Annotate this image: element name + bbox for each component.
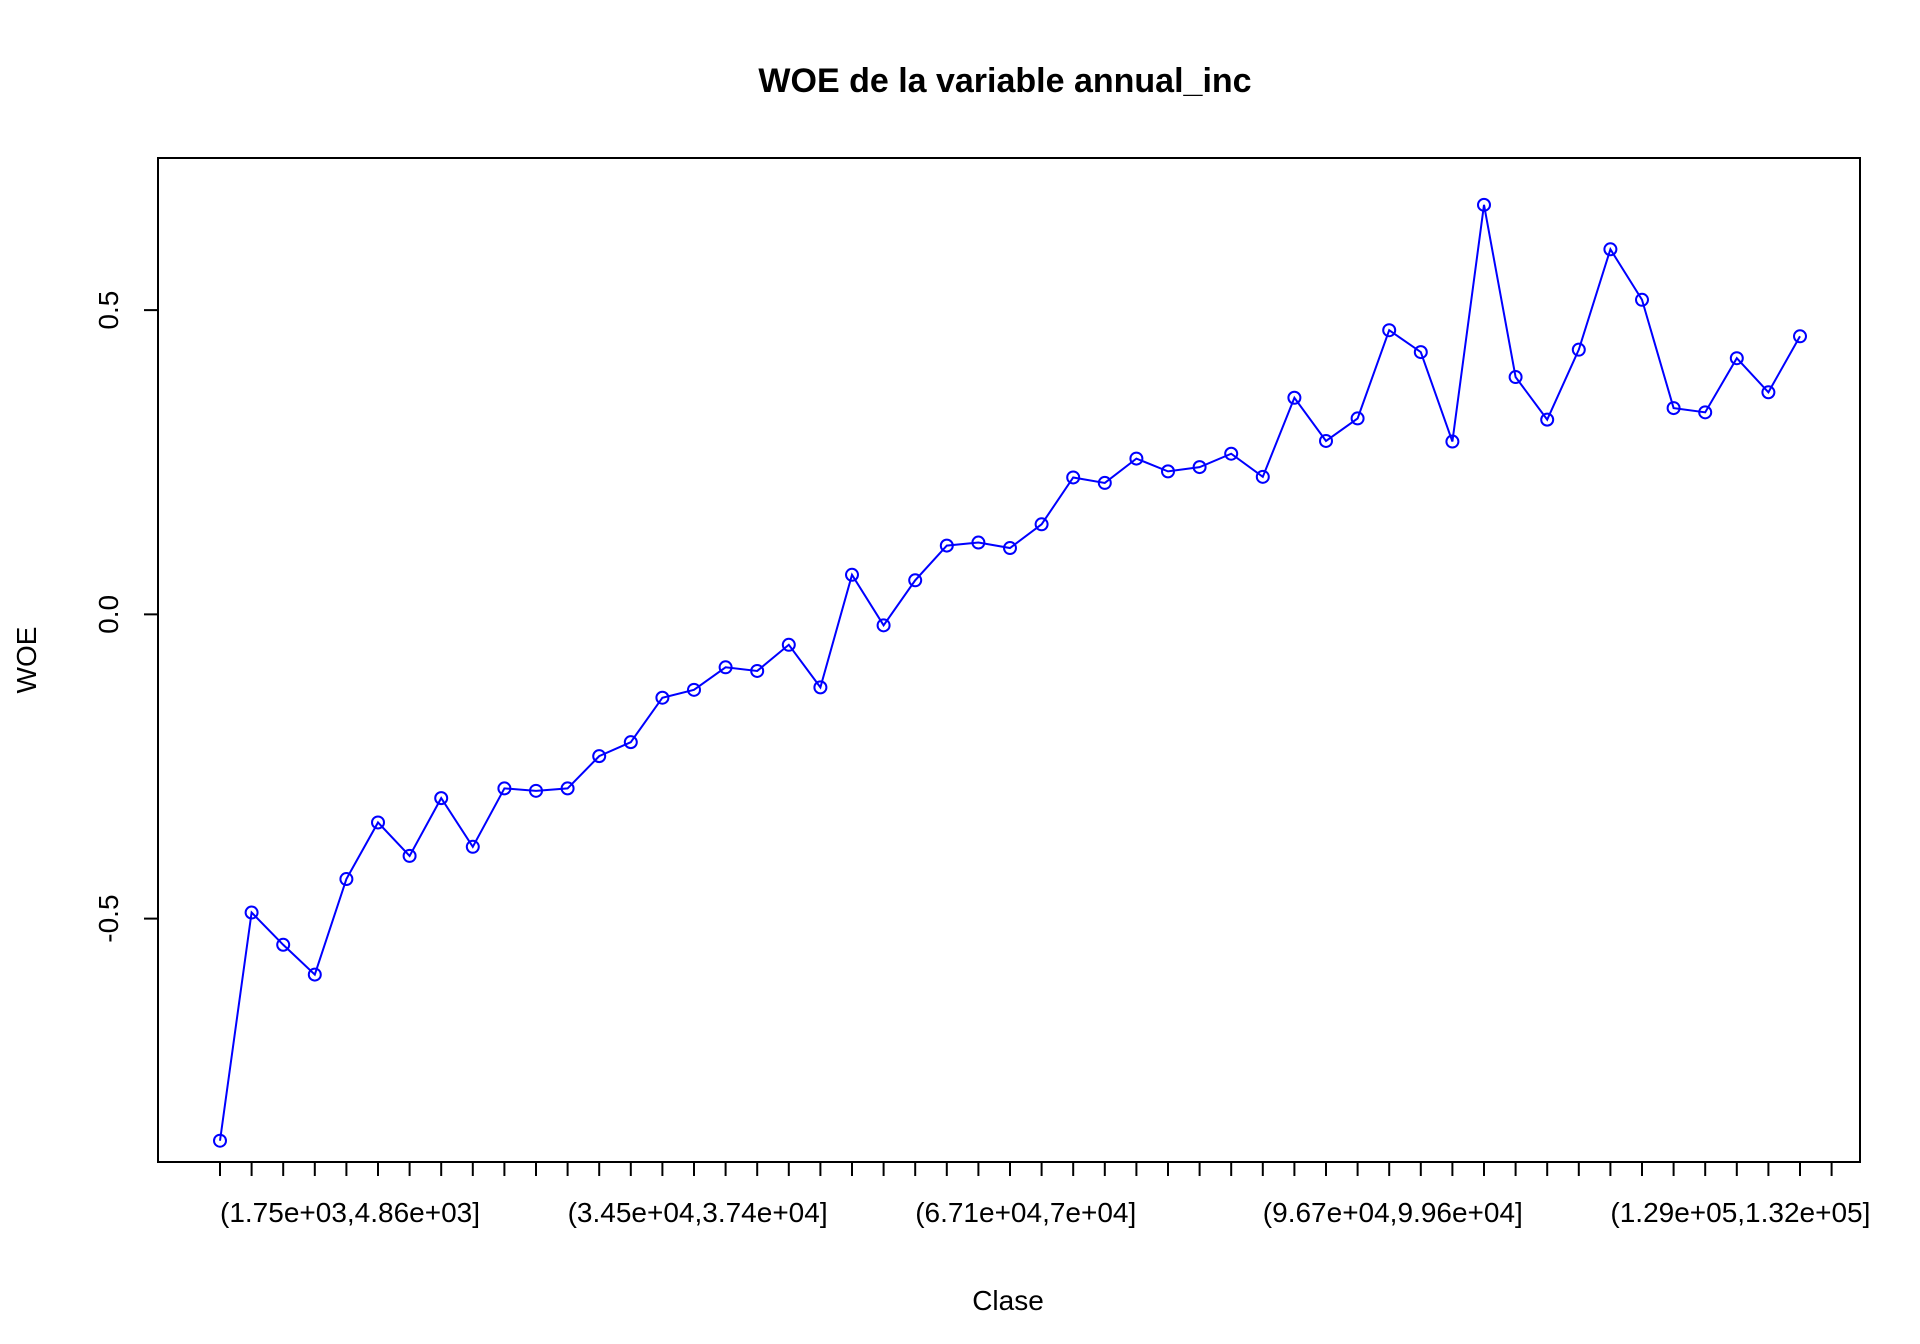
x-tick-label: (1.29e+05,1.32e+05]	[1610, 1197, 1870, 1228]
data-point	[560, 781, 575, 796]
data-point	[1540, 412, 1555, 427]
data-point	[371, 815, 385, 830]
data-point	[1192, 460, 1207, 475]
data-point	[1413, 345, 1428, 360]
data-point	[1161, 464, 1175, 479]
y-tick-label: -0.5	[93, 894, 124, 942]
data-point	[687, 682, 701, 697]
data-point	[1097, 475, 1112, 490]
data-point	[1255, 469, 1270, 484]
data-point	[876, 618, 891, 633]
data-point	[1508, 370, 1523, 385]
data-point	[1287, 390, 1302, 405]
data-point	[213, 1133, 227, 1148]
data-point	[908, 573, 923, 588]
data-point	[465, 839, 480, 854]
data-point	[655, 690, 670, 705]
data-point	[339, 872, 354, 887]
x-tick-label: (3.45e+04,3.74e+04]	[568, 1197, 828, 1228]
data-point	[1666, 401, 1681, 416]
data-point	[1350, 411, 1365, 426]
plot-area	[157, 157, 1861, 1163]
y-axis-label: WOE	[11, 627, 42, 694]
data-point	[845, 567, 859, 582]
data-point	[1729, 351, 1744, 366]
data-point	[1635, 292, 1649, 307]
data-point	[244, 905, 259, 920]
data-point	[1319, 433, 1333, 448]
data-point	[813, 680, 828, 695]
data-point	[1603, 242, 1618, 257]
data-point	[307, 967, 322, 982]
data-point	[1003, 541, 1017, 556]
x-tick-label: (6.71e+04,7e+04]	[915, 1197, 1136, 1228]
data-point	[1445, 434, 1460, 449]
data-point	[529, 783, 543, 798]
x-tick-label: (9.67e+04,9.96e+04]	[1263, 1197, 1523, 1228]
data-point	[750, 663, 765, 678]
data-point	[1477, 197, 1491, 212]
y-tick-label: 0.0	[93, 595, 124, 634]
data-point	[939, 538, 954, 553]
y-axis: -0.5 0.0 0.5	[93, 291, 158, 943]
data-point	[1066, 470, 1081, 485]
x-axis: (1.75e+03,4.86e+03] (3.45e+04,3.74e+04] (6…	[219, 1161, 1870, 1228]
data-point	[497, 781, 512, 796]
y-tick-label: 0.5	[93, 291, 124, 330]
data-point	[1382, 323, 1397, 338]
data-point	[971, 535, 986, 550]
data-point	[718, 660, 733, 675]
series-line	[219, 204, 1801, 1141]
data-point	[276, 937, 291, 952]
data-point	[781, 637, 796, 652]
data-point	[1224, 446, 1239, 461]
x-tick-label: (1.75e+03,4.86e+03]	[220, 1197, 480, 1228]
data-point	[402, 848, 417, 863]
data-point	[434, 791, 449, 806]
data-point	[592, 749, 607, 764]
data-point	[1761, 385, 1776, 400]
data-point	[1034, 517, 1049, 532]
data-point	[1698, 405, 1713, 420]
chart-title: WOE de la variable annual_inc	[758, 62, 1251, 100]
data-point	[1129, 451, 1144, 466]
data-point	[623, 735, 638, 750]
x-axis-label: Clase	[972, 1285, 1044, 1316]
data-point	[1571, 342, 1586, 357]
series-layer	[213, 197, 1807, 1148]
data-point	[1793, 329, 1807, 344]
